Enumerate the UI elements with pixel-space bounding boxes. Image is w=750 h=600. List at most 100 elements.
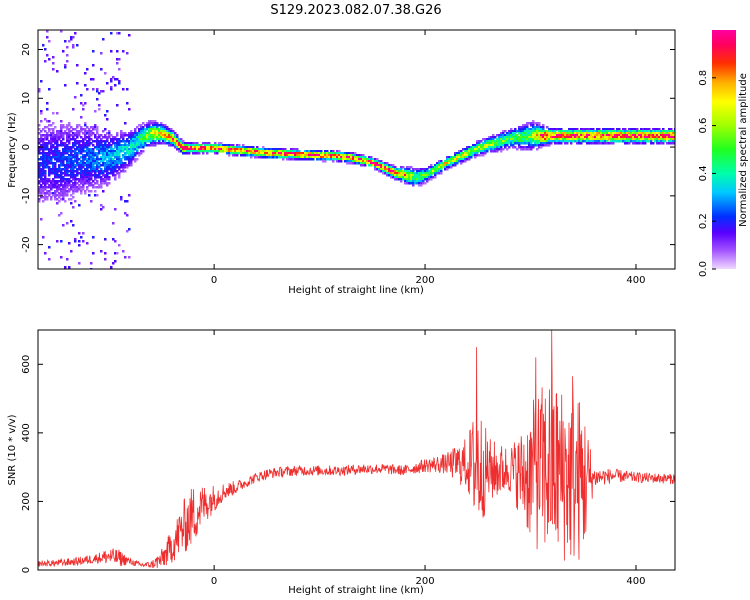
heatmap-cell (88, 136, 91, 139)
heatmap-cell (448, 166, 451, 169)
heatmap-cell (66, 46, 69, 49)
heatmap-cell (50, 186, 53, 189)
heatmap-cell (334, 152, 337, 155)
heatmap-cell (502, 132, 505, 135)
heatmap-cell (548, 128, 551, 131)
heatmap-cell (38, 182, 41, 185)
heatmap-cell (58, 188, 61, 191)
heatmap-cell (60, 192, 63, 195)
heatmap-cell (540, 138, 543, 141)
heatmap-cell (412, 178, 415, 181)
heatmap-cell (266, 154, 269, 157)
heatmap-cell (52, 172, 55, 175)
heatmap-cell (74, 96, 77, 99)
heatmap-cell (292, 150, 295, 153)
heatmap-cell (122, 148, 125, 151)
heatmap-cell (134, 158, 137, 161)
heatmap-cell (86, 182, 89, 185)
spectrogram-frame (37, 29, 676, 270)
heatmap-cell (610, 128, 613, 131)
heatmap-cell (122, 170, 125, 173)
heatmap-cell (164, 140, 167, 143)
heatmap-cell (352, 158, 355, 161)
heatmap-cell (74, 132, 77, 135)
heatmap-cell (88, 144, 91, 147)
y-tick-label: -10 (21, 188, 32, 204)
heatmap-cell (498, 148, 501, 151)
heatmap-cell (116, 148, 119, 151)
heatmap-cell (114, 164, 117, 167)
heatmap-cell (604, 134, 607, 137)
heatmap-cell (580, 140, 583, 143)
heatmap-cell (226, 146, 229, 149)
heatmap-cell (126, 144, 129, 147)
heatmap-cell (128, 256, 131, 259)
heatmap-cell (172, 140, 175, 143)
heatmap-cell (66, 192, 69, 195)
heatmap-cell (274, 150, 277, 153)
heatmap-cell (102, 182, 105, 185)
heatmap-cell (496, 134, 499, 137)
heatmap-cell (530, 134, 533, 137)
heatmap-cell (246, 152, 249, 155)
heatmap-cell (230, 152, 233, 155)
heatmap-cell (54, 146, 57, 149)
heatmap-cell (472, 144, 475, 147)
heatmap-cell (528, 136, 531, 139)
heatmap-cell (108, 144, 111, 147)
heatmap-cell (534, 122, 537, 125)
heatmap-cell (540, 126, 543, 129)
heatmap-cell (548, 138, 551, 141)
heatmap-cell (332, 156, 335, 159)
heatmap-cell (550, 142, 553, 145)
heatmap-cell (108, 142, 111, 145)
heatmap-cell (104, 164, 107, 167)
heatmap-cell (146, 138, 149, 141)
heatmap-cell (120, 164, 123, 167)
heatmap-cell (642, 132, 645, 135)
heatmap-cell (316, 152, 319, 155)
heatmap-cell (68, 184, 71, 187)
heatmap-cell (538, 142, 541, 145)
heatmap-cell (282, 152, 285, 155)
heatmap-cell (240, 152, 243, 155)
heatmap-cell (608, 138, 611, 141)
heatmap-cell (386, 170, 389, 173)
heatmap-cell (134, 142, 137, 145)
heatmap-cell (72, 46, 75, 49)
heatmap-cell (90, 190, 93, 193)
heatmap-cell (416, 180, 419, 183)
heatmap-cell (444, 166, 447, 169)
heatmap-cell (542, 142, 545, 145)
heatmap-cell (112, 160, 115, 163)
heatmap-cell (110, 88, 113, 91)
heatmap-cell (468, 146, 471, 149)
heatmap-cell (574, 130, 577, 133)
heatmap-cell (106, 170, 109, 173)
heatmap-cell (300, 156, 303, 159)
heatmap-cell (94, 178, 97, 181)
heatmap-cell (72, 168, 75, 171)
heatmap-cell (218, 144, 221, 147)
heatmap-cell (492, 138, 495, 141)
heatmap-cell (438, 164, 441, 167)
heatmap-cell (290, 158, 293, 161)
heatmap-cell (522, 148, 525, 151)
heatmap-cell (100, 158, 103, 161)
heatmap-cell (490, 146, 493, 149)
heatmap-cell (60, 128, 63, 131)
heatmap-cell (450, 160, 453, 163)
heatmap-cell (308, 156, 311, 159)
heatmap-cell (530, 146, 533, 149)
heatmap-cell (142, 140, 145, 143)
heatmap-cell (530, 140, 533, 143)
heatmap-cell (48, 134, 51, 137)
heatmap-cell (422, 182, 425, 185)
heatmap-cell (128, 34, 131, 37)
heatmap-cell (504, 136, 507, 139)
heatmap-cell (424, 170, 427, 173)
heatmap-cell (324, 150, 327, 153)
heatmap-cell (530, 124, 533, 127)
heatmap-cell (68, 134, 71, 137)
heatmap-cell (84, 190, 87, 193)
